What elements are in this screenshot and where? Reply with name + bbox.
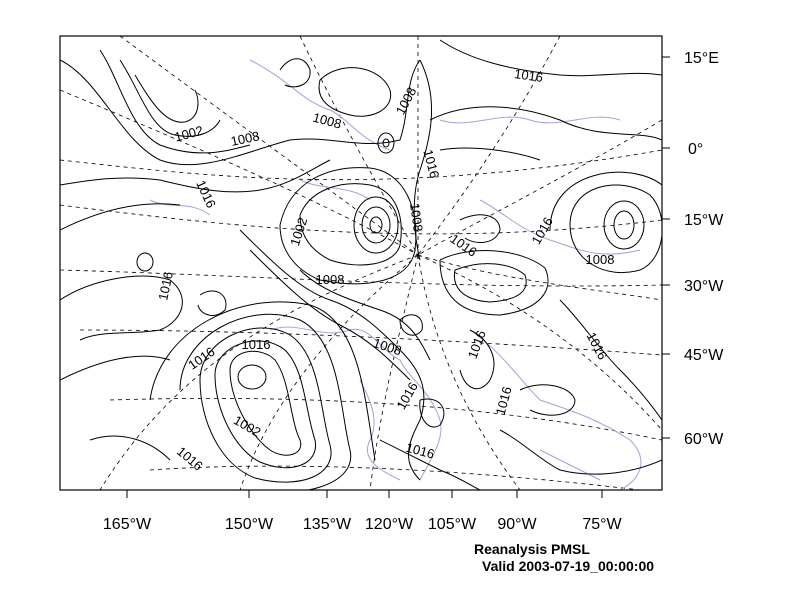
contour-label: 1016 xyxy=(174,444,206,474)
contour-label: 1008 xyxy=(371,335,403,358)
right-axis-label: 30°W xyxy=(684,278,724,295)
contour-label: 1008 xyxy=(229,128,260,149)
bottom-axis-label: 90°W xyxy=(497,516,537,533)
contour-label: 1016 xyxy=(493,385,515,417)
contour-label: 1016 xyxy=(420,148,442,180)
bottom-axis-label: 120°W xyxy=(365,516,414,533)
contour-label: 1008 xyxy=(407,202,426,233)
contour-label: 1008 xyxy=(311,110,343,132)
contour-label: 1016 xyxy=(242,337,271,352)
right-axis-label: 15°W xyxy=(684,212,724,229)
contour-label: 1016 xyxy=(193,178,219,211)
contour-label: 1016 xyxy=(155,270,176,301)
contour-label: 1008 xyxy=(586,252,615,267)
right-axis-label: 45°W xyxy=(684,347,724,364)
bottom-axis-label: 105°W xyxy=(428,516,477,533)
contour-label: 1016 xyxy=(513,66,544,85)
contour-label: 1008 xyxy=(393,85,420,118)
contour-label: 1002 xyxy=(287,216,310,248)
right-axis-label: 60°W xyxy=(684,431,724,448)
contour-label: 1016 xyxy=(465,328,489,360)
contour-label: 1008 xyxy=(316,272,345,287)
contour-label: 1016 xyxy=(393,379,420,412)
contour-label: 1016 xyxy=(528,214,555,247)
right-axis-label: 0° xyxy=(688,141,703,158)
bottom-axis-label: 150°W xyxy=(225,516,274,533)
contour-label: 1002 xyxy=(173,123,205,145)
contour-label: 1016 xyxy=(404,440,436,462)
contour-label: 1002 xyxy=(231,412,264,439)
bottom-axis-label: 135°W xyxy=(303,516,352,533)
plot-frame xyxy=(59,35,663,491)
right-axis-label: 15°E xyxy=(684,50,719,67)
isobar-contours xyxy=(60,39,662,490)
bottom-axis-label: 75°W xyxy=(582,516,622,533)
contour-label: 1016 xyxy=(584,330,611,363)
map-title: Reanalysis PMSL xyxy=(474,541,590,557)
coastline-lines xyxy=(149,59,642,490)
valid-time: Valid 2003-07-19_00:00:00 xyxy=(482,558,655,574)
bottom-axis-label: 165°W xyxy=(103,516,152,533)
graticule xyxy=(60,36,662,490)
right-axis xyxy=(662,56,670,439)
bottom-axis xyxy=(126,490,603,498)
